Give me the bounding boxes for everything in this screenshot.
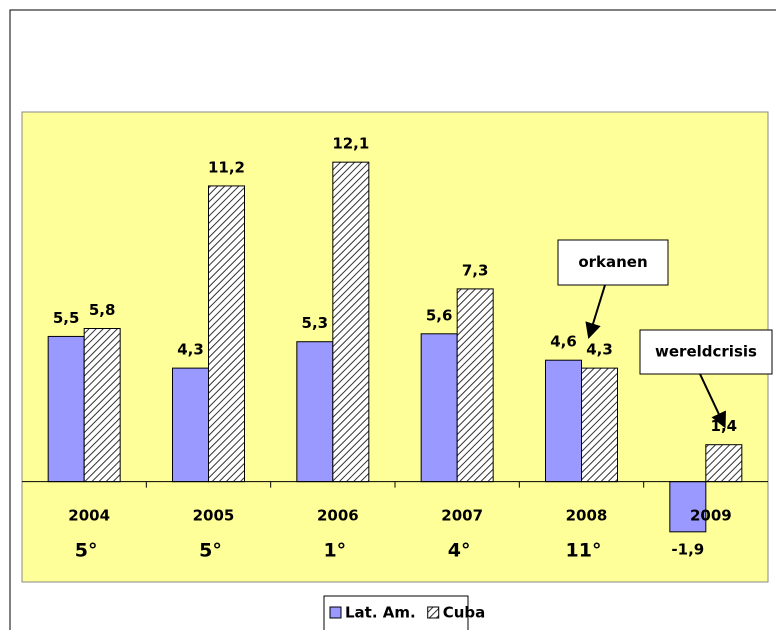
bar [296, 341, 334, 483]
annotation: orkanen [578, 253, 647, 271]
bar [83, 328, 121, 483]
x-tick-label: 2009 [690, 507, 732, 525]
data-label: 5,6 [426, 306, 453, 324]
legend-swatch [329, 606, 342, 619]
rank-label: 5° [199, 540, 222, 562]
annotation-arrow [699, 373, 726, 429]
bar [47, 335, 85, 483]
legend-box [323, 595, 469, 630]
bar [208, 185, 245, 483]
data-label: 5,5 [53, 309, 80, 327]
annotation-box [557, 239, 669, 286]
legend-label: Cuba [443, 604, 486, 622]
data-label: 11,2 [208, 158, 245, 176]
bar [456, 288, 494, 483]
rank-label: 4° [448, 540, 471, 562]
x-tick-label: 2007 [441, 507, 483, 525]
annotation-box [639, 329, 773, 375]
bar [332, 161, 370, 483]
legend-label: Lat. Am. [345, 604, 416, 622]
data-label: 12,1 [332, 135, 369, 153]
rank-label: 11° [566, 540, 602, 562]
annotation: wereldcrisis [655, 343, 757, 361]
rank-label: 1° [323, 540, 346, 562]
x-tick-label: 2006 [317, 507, 359, 525]
legend-swatch [427, 606, 440, 619]
data-label: -1,9 [671, 541, 704, 559]
bar [172, 367, 209, 483]
rank-label: 5° [75, 540, 98, 562]
annotation-arrow [585, 284, 606, 339]
data-label: 4,6 [550, 333, 577, 351]
x-tick-label: 2005 [193, 507, 235, 525]
data-label: 5,3 [302, 314, 329, 332]
bar [669, 481, 707, 533]
bar [705, 444, 743, 483]
data-label: 7,3 [462, 261, 489, 279]
x-tick-label: 2004 [68, 507, 110, 525]
data-label: 4,3 [177, 341, 204, 359]
bar [545, 359, 582, 483]
data-label: 5,8 [89, 301, 116, 319]
x-tick-label: 2008 [566, 507, 608, 525]
bar [420, 333, 458, 483]
data-label: 1,4 [711, 417, 738, 435]
data-label: 4,3 [586, 341, 613, 359]
bar [581, 367, 618, 483]
